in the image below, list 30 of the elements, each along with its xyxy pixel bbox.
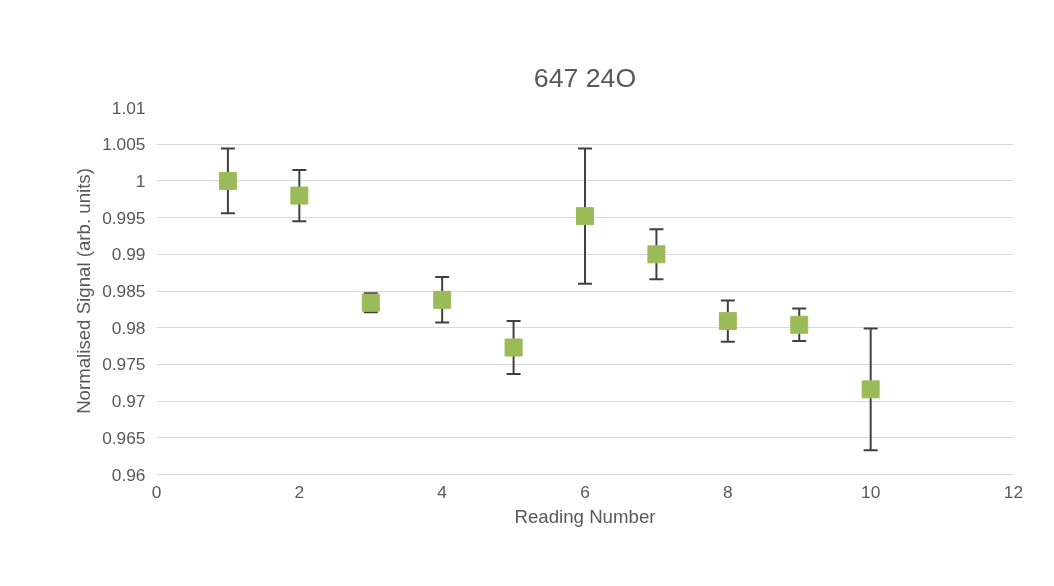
y-tick-label: 1.01 — [111, 97, 146, 118]
y-tick-label: 0.96 — [111, 464, 146, 485]
x-tick-label: 12 — [1003, 481, 1024, 502]
x-tick-label: 10 — [861, 481, 881, 502]
point — [504, 338, 523, 357]
x-tick-label: 2 — [294, 481, 305, 502]
point — [576, 207, 594, 226]
point — [290, 186, 309, 205]
y-tick-label: 1.005 — [102, 134, 146, 155]
point — [433, 290, 452, 309]
y-tick-label: 0.965 — [102, 427, 146, 448]
x-tick-label: 6 — [580, 481, 590, 502]
x-axis-title: Reading Number — [514, 505, 656, 527]
y-tick-label: 0.97 — [111, 391, 146, 412]
y-tick-label: 1 — [135, 170, 146, 191]
point — [218, 171, 237, 190]
y-tick-label: 0.98 — [111, 317, 146, 338]
chart-title: 647 24O — [533, 62, 637, 93]
y-tick-label: 0.985 — [102, 281, 146, 301]
y-tick-label: 0.995 — [102, 207, 146, 228]
y-tick-label: 0.99 — [111, 244, 146, 265]
point — [790, 315, 809, 334]
point — [647, 245, 666, 264]
x-tick-label: 8 — [723, 481, 733, 502]
y-tick-label: 0.975 — [102, 354, 146, 375]
point — [861, 380, 880, 399]
x-tick-label: 4 — [437, 481, 448, 502]
x-tick-label: 0 — [151, 481, 162, 502]
y-axis-title: Normalised Signal (arb. units) — [73, 168, 95, 414]
point — [718, 312, 737, 331]
